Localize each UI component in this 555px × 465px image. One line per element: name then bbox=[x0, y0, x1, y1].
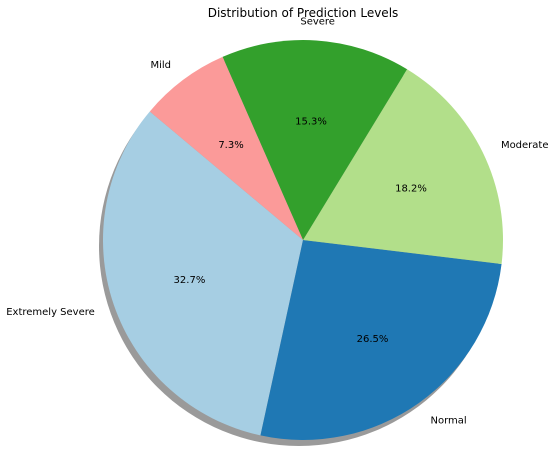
pie-slice-severe bbox=[222, 40, 408, 241]
pie-pct-label: 15.3% bbox=[295, 116, 327, 127]
pie-category-label: Extremely Severe bbox=[6, 307, 95, 318]
chart-title: Distribution of Prediction Levels bbox=[208, 6, 399, 20]
pie-slice-extremely-severe bbox=[102, 111, 303, 436]
pie-pct-label: 26.5% bbox=[357, 334, 389, 345]
pie-category-label: Normal bbox=[431, 415, 467, 426]
pie-slice-moderate bbox=[303, 69, 503, 264]
pie-category-label: Mild bbox=[150, 60, 171, 71]
pie-pct-label: 18.2% bbox=[395, 184, 427, 195]
pie-slice-mild bbox=[149, 56, 303, 241]
pie-pct-label: 7.3% bbox=[218, 140, 243, 151]
pie-slice-normal bbox=[260, 240, 502, 440]
pie-category-label: Severe bbox=[300, 16, 335, 27]
pie-category-label: Moderate bbox=[501, 140, 549, 151]
pie-labels: 32.7% Extremely Severe 26.5% Normal 18.2% Mod… bbox=[6, 16, 548, 426]
pie-pct-label: 32.7% bbox=[174, 275, 206, 286]
pie-slices bbox=[102, 40, 503, 440]
